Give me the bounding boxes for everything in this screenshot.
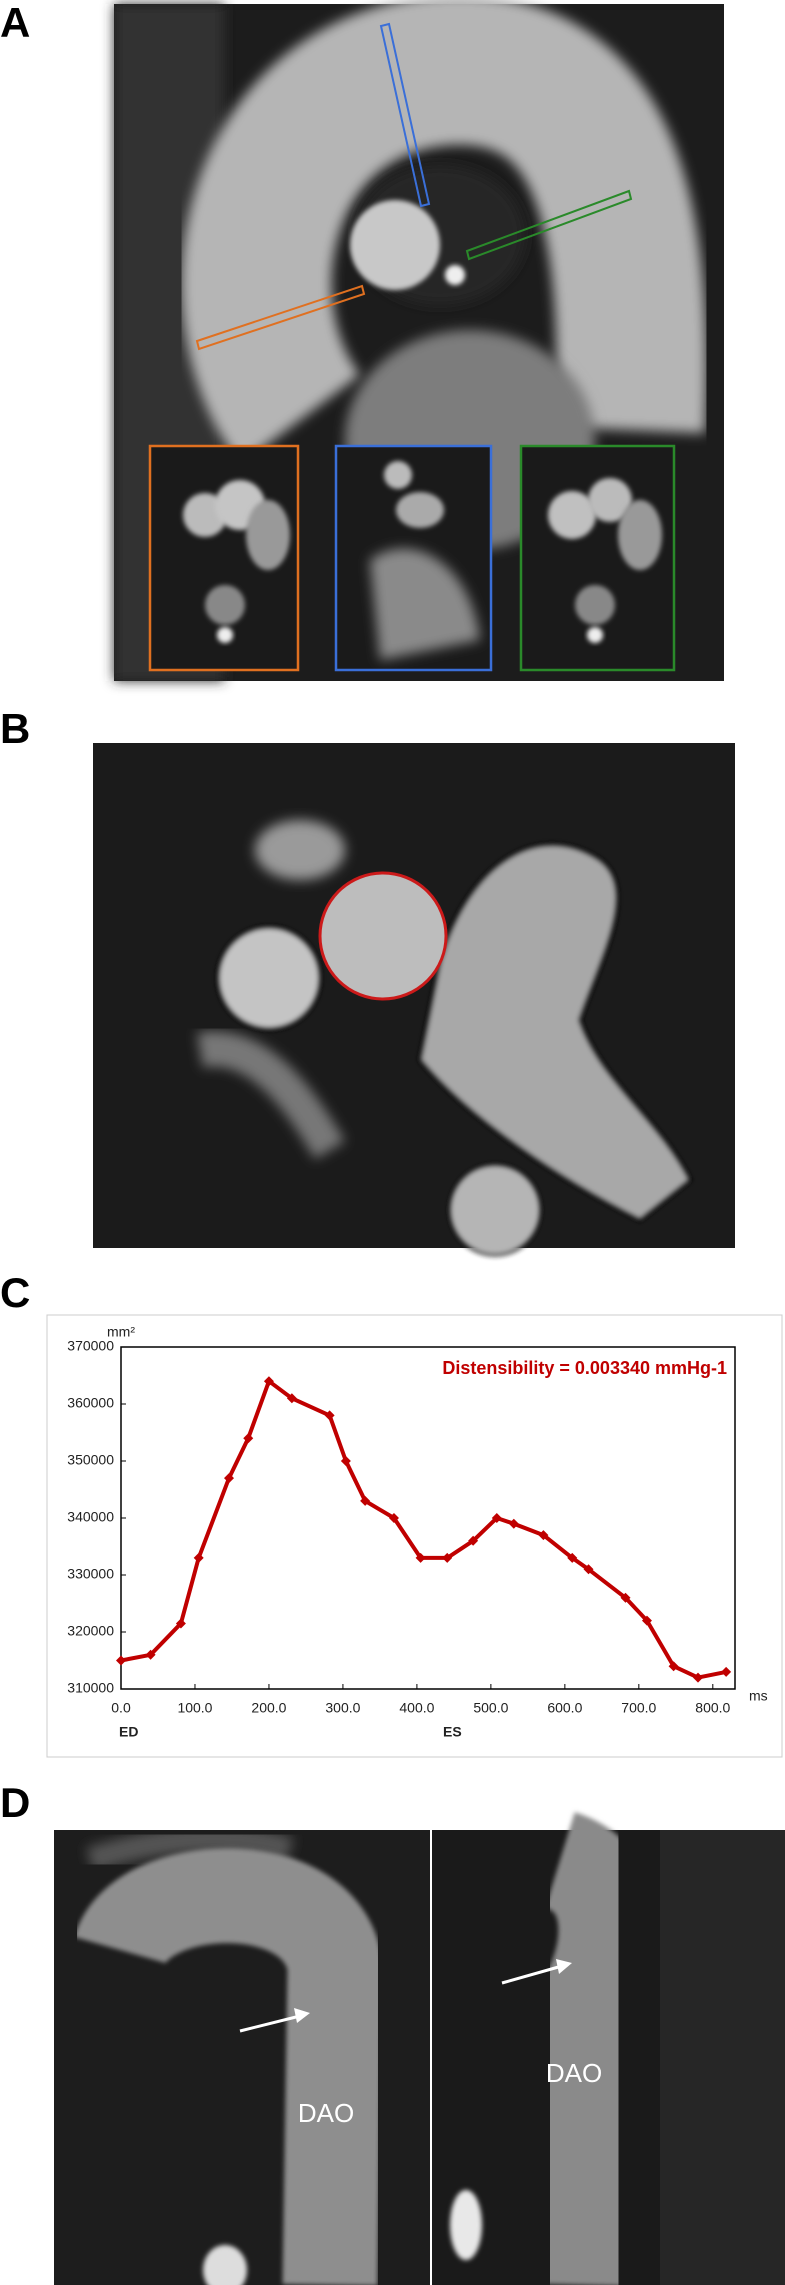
data-point xyxy=(538,1530,549,1541)
data-point xyxy=(442,1552,453,1563)
x-tick-label: 500.0 xyxy=(473,1700,508,1716)
tissue xyxy=(255,820,345,880)
data-point xyxy=(721,1666,732,1677)
vessel xyxy=(350,200,440,290)
vessel xyxy=(396,492,444,528)
y-axis-label: mm² xyxy=(107,1324,135,1340)
y-tick-label: 350000 xyxy=(67,1452,114,1468)
inset-border xyxy=(148,444,300,672)
data-point xyxy=(175,1618,186,1629)
data-point xyxy=(508,1518,519,1529)
x-tick-label: 100.0 xyxy=(177,1700,212,1716)
heart xyxy=(370,548,480,660)
mri-image-a xyxy=(114,0,724,681)
y-tick-label: 320000 xyxy=(67,1623,114,1639)
chart: 310000 320000 330000 340000 350000 360000 3700… xyxy=(67,1324,767,1740)
data-point xyxy=(340,1456,351,1466)
annotation: DAO xyxy=(298,2098,354,2128)
vessel xyxy=(548,491,596,539)
data-point xyxy=(388,1513,399,1523)
y-tick-label: 370000 xyxy=(67,1338,114,1354)
panel-label: D xyxy=(0,1779,30,1826)
x-annotation: ES xyxy=(443,1724,462,1740)
spine xyxy=(450,2190,482,2260)
vessel xyxy=(216,925,322,1031)
aorta xyxy=(74,1848,383,2285)
data-point xyxy=(193,1552,204,1563)
data-point xyxy=(567,1552,578,1563)
inset-border xyxy=(519,444,676,672)
slice-plane xyxy=(379,22,431,208)
x-tick-label: 700.0 xyxy=(621,1700,656,1716)
x-tick-label: 200.0 xyxy=(251,1700,286,1716)
tissue xyxy=(197,1031,346,1160)
y-tick-label: 310000 xyxy=(67,1680,114,1696)
aortic-arch xyxy=(181,0,707,465)
spine xyxy=(205,585,245,625)
inset-border xyxy=(334,444,493,672)
panel-label: A xyxy=(0,0,30,46)
vessel xyxy=(588,478,632,522)
vessel xyxy=(320,873,446,999)
tissue xyxy=(86,1826,294,1872)
slice-plane xyxy=(195,284,366,351)
data-point xyxy=(415,1552,426,1563)
inset xyxy=(334,444,493,672)
vessel xyxy=(384,461,412,489)
tissue xyxy=(660,1830,785,2285)
x-tick-label: 400.0 xyxy=(399,1700,434,1716)
data-point xyxy=(693,1672,704,1683)
mri-image-b xyxy=(93,743,735,1257)
data-point xyxy=(641,1615,652,1626)
data-point xyxy=(491,1513,502,1523)
x-tick-label: 800.0 xyxy=(695,1700,730,1716)
arrow xyxy=(239,2014,301,2033)
slice-plane xyxy=(465,189,633,261)
aorta xyxy=(528,1812,659,2285)
x-tick-label: 300.0 xyxy=(325,1700,360,1716)
data-point xyxy=(286,1393,297,1404)
vessel xyxy=(445,265,465,285)
contour xyxy=(318,871,448,1001)
y-tick-label: 360000 xyxy=(67,1395,114,1411)
y-tick-label: 340000 xyxy=(67,1509,114,1525)
inset xyxy=(519,444,676,672)
data-point xyxy=(224,1473,235,1484)
panel-label: C xyxy=(0,1269,30,1316)
x-axis-label: ms xyxy=(749,1688,768,1704)
data-point xyxy=(116,1655,126,1666)
mri-image-d: DAO DAO xyxy=(54,1812,785,2285)
data-point xyxy=(668,1661,679,1672)
data-point xyxy=(583,1564,594,1575)
data-point xyxy=(360,1495,371,1506)
x-annotation: ED xyxy=(119,1724,138,1740)
arrow-head xyxy=(294,2008,310,2023)
data-point xyxy=(468,1535,479,1546)
vessel xyxy=(618,500,662,570)
data-point xyxy=(243,1433,254,1444)
data-point xyxy=(620,1592,631,1603)
panel-label: B xyxy=(0,705,30,752)
arrow xyxy=(501,1964,563,1985)
x-tick-label: 600.0 xyxy=(547,1700,582,1716)
data-point xyxy=(263,1376,274,1387)
x-tick-label: 0.0 xyxy=(111,1700,131,1716)
data-point xyxy=(324,1410,335,1421)
chart-frame xyxy=(46,1314,783,1758)
data-point xyxy=(145,1649,156,1660)
vessel xyxy=(246,500,290,570)
annotation: DAO xyxy=(546,2058,602,2088)
spine xyxy=(587,627,603,643)
inset xyxy=(148,444,300,672)
spine xyxy=(217,627,233,643)
spine xyxy=(203,2245,247,2285)
vessel xyxy=(448,1163,542,1257)
y-tick-label: 330000 xyxy=(67,1566,114,1582)
annotation: Distensibility = 0.003340 mmHg-1 xyxy=(442,1358,727,1378)
spine xyxy=(575,585,615,625)
vessel xyxy=(417,842,693,1223)
arrow-head xyxy=(556,1959,572,1974)
